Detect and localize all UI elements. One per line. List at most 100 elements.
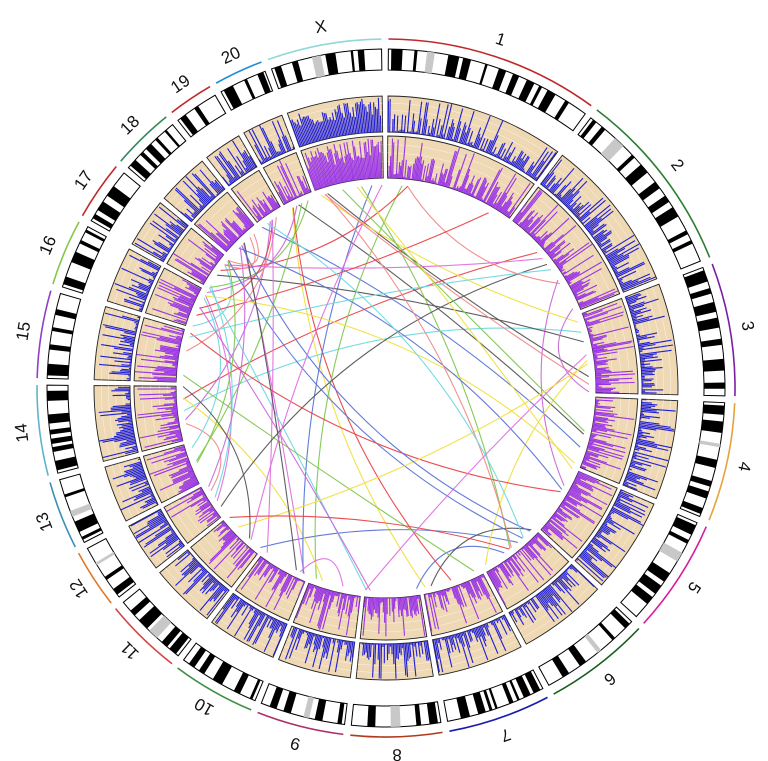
chr-11-color-arc — [114, 608, 173, 665]
chr-11-outer-hist-bars — [175, 550, 230, 616]
link-chord — [183, 374, 475, 572]
chr-13-inner-hist-gridline — [159, 451, 177, 496]
chr-9-band — [314, 698, 327, 721]
link-chord — [190, 332, 561, 493]
link-chord — [185, 423, 222, 491]
chr-18-outer-hist-bg — [163, 160, 226, 223]
chr-15-outer-hist-gridline — [122, 314, 134, 381]
chr-14-band — [52, 443, 74, 452]
chr-16-label: 16 — [35, 233, 60, 258]
chr-18-band — [164, 129, 180, 148]
chr-14-inner-hist-gridline — [158, 386, 167, 446]
chr-12-outer-hist-gridline — [134, 522, 162, 564]
chr-x-outer-hist-gridline — [289, 102, 383, 121]
chr-12-inner-hist-bars — [166, 487, 221, 527]
chr-18-inner-hist-bars — [197, 206, 254, 252]
chr-9-band — [337, 702, 345, 725]
chr-7-color-arc — [449, 696, 548, 732]
chr-5-band — [672, 516, 696, 535]
chr-20-label: 20 — [218, 43, 243, 68]
chr-1-outer-hist-bars — [387, 98, 557, 181]
chr-10-inner-hist-gridline — [240, 583, 292, 613]
chr-10-band — [233, 672, 249, 694]
chr-16-band — [71, 251, 95, 270]
chr-20-band — [223, 85, 243, 109]
chr-14-inner-hist-bg — [133, 385, 184, 452]
chr-17-outer-hist-bg — [131, 202, 189, 263]
chr-4-band — [701, 419, 724, 433]
chr-6-outer-hist-gridline — [515, 574, 583, 626]
chr-13-outer-hist-bars — [112, 458, 159, 511]
chr-13-band — [70, 503, 92, 517]
chr-5-color-arc — [643, 526, 707, 624]
chromosome-color-arcs — [36, 38, 736, 738]
link-chord — [192, 264, 232, 327]
chr-9-color-arc — [257, 711, 344, 736]
chr-15-inner-hist-gridline — [142, 320, 153, 382]
chr-20-outer-hist-gridline — [250, 128, 288, 146]
chr-x-band — [357, 49, 366, 72]
chr-13-label: 13 — [32, 510, 57, 535]
chr-17-outer-hist-gridline — [156, 220, 183, 259]
chr-4-band — [686, 485, 709, 499]
chr-19-outer-hist-gridline — [211, 141, 243, 164]
chr-20-color-arc — [215, 61, 262, 84]
chr-8-outer-hist-gridline — [356, 668, 433, 674]
chr-15-inner-hist-bars — [134, 324, 185, 383]
chr-5-band — [631, 584, 653, 605]
chr-16-band — [63, 276, 86, 291]
link-chord — [302, 185, 373, 574]
chr-2-color-arc — [596, 109, 711, 258]
chr-1-color-arc — [388, 38, 592, 107]
ideogram-track — [46, 48, 726, 728]
chr-1-band — [554, 100, 570, 121]
chr-7-inner-hist-bars — [424, 574, 497, 632]
chr-17-ideogram-body — [90, 172, 141, 232]
chr-12-band — [104, 565, 124, 581]
chr-12-band — [113, 576, 134, 595]
chr-11-band — [161, 626, 181, 647]
chr-4-outer-hist-bg — [622, 398, 679, 500]
chr-16-inner-hist-gridline — [177, 283, 195, 323]
chr-8-band — [426, 702, 438, 725]
chr-16-inner-hist-bars — [152, 278, 201, 326]
chr-6-outer-hist-gridline — [519, 579, 588, 632]
chr-2-band — [654, 207, 679, 228]
chr-6-outer-hist-gridline — [522, 584, 593, 638]
chr-9-band — [269, 686, 284, 709]
link-chord — [241, 245, 531, 532]
chr-2-inner-hist-gridline — [532, 193, 613, 297]
chr-1-band — [412, 50, 418, 72]
chr-11-label: 11 — [117, 638, 143, 664]
chr-6-band — [551, 655, 570, 678]
chr-2-band — [600, 138, 624, 162]
chr-14-inner-hist-bars — [137, 387, 183, 448]
chr-3-band — [684, 270, 708, 288]
chr-8-band — [367, 705, 376, 727]
chr-6-outer-hist-bars — [509, 564, 595, 626]
chr-16-inner-hist-gridline — [161, 275, 180, 318]
link-chord — [227, 233, 259, 265]
link-chord — [327, 193, 589, 378]
link-chord — [217, 274, 584, 343]
link-chord — [250, 184, 383, 540]
chr-15-inner-hist-bg — [133, 317, 185, 383]
chr-19-inner-hist-gridline — [236, 177, 264, 196]
link-chord — [196, 212, 489, 316]
chr-10-band — [249, 679, 261, 700]
link-chord — [204, 294, 232, 501]
chr-9-outer-hist-bars — [284, 625, 355, 673]
chr-9-band — [283, 691, 297, 714]
chr-3-band — [703, 382, 726, 389]
link-chord — [227, 259, 523, 539]
link-chord — [224, 237, 256, 269]
chr-7-band — [515, 675, 531, 698]
chr-8-color-arc — [350, 731, 443, 738]
chr-17-band — [97, 201, 121, 221]
link-chord — [229, 515, 510, 550]
chr-20-band — [244, 78, 256, 100]
chr-17-inner-hist-gridline — [181, 238, 205, 273]
link-chord — [237, 363, 588, 528]
chr-x-band — [350, 50, 355, 72]
link-chord — [189, 269, 552, 338]
